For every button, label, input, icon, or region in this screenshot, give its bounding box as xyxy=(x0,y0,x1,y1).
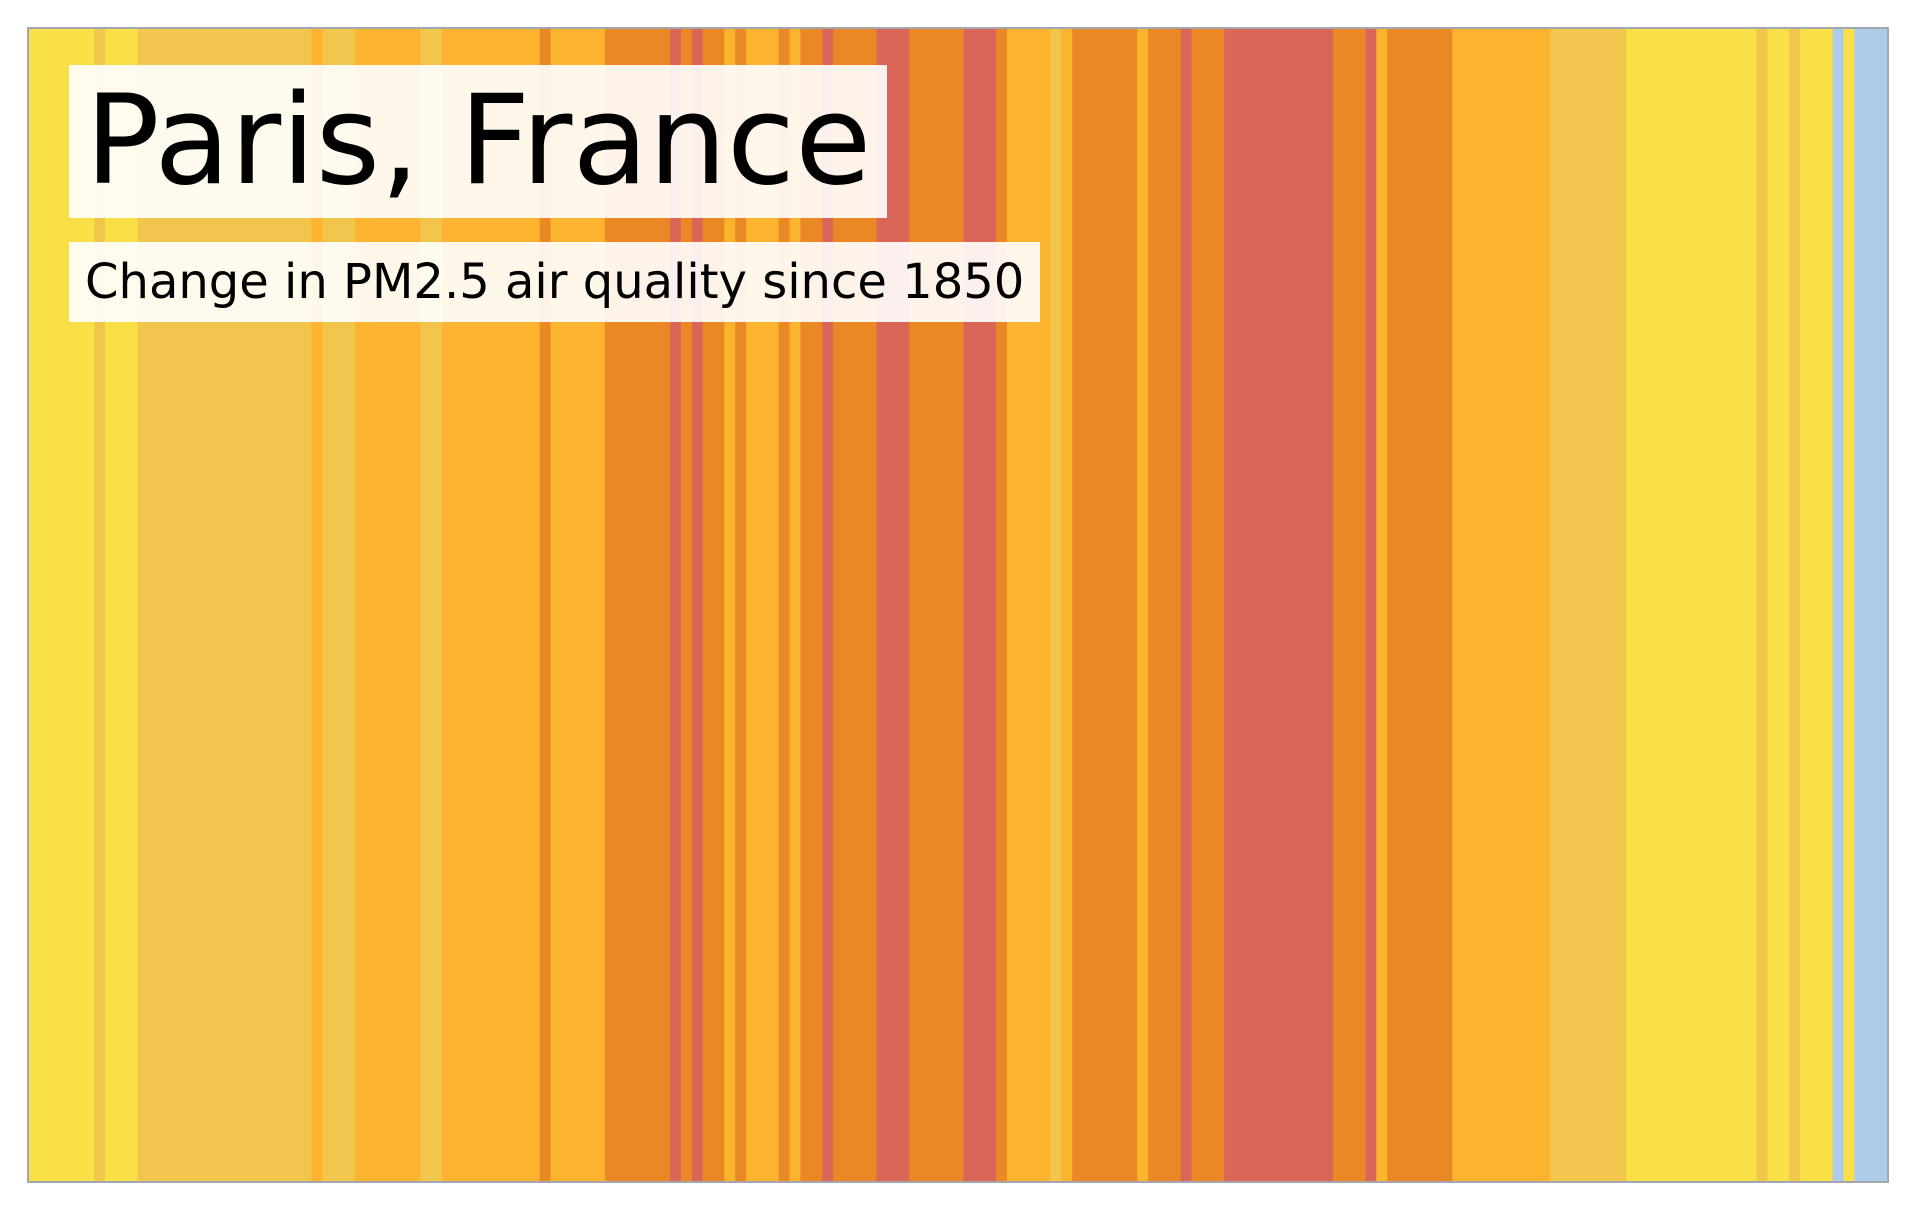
stripe-1914-1915 xyxy=(724,29,736,1181)
warming-stripes-chart: Paris, France Change in PM2.5 air qualit… xyxy=(27,27,1889,1183)
stripe-1920-1921 xyxy=(789,29,802,1181)
stripe-2012-2013 xyxy=(1789,29,1801,1181)
stripe-1945-1946 xyxy=(1061,29,1073,1181)
stripe-1981-1990 xyxy=(1452,29,1551,1181)
stripe-2009-2010 xyxy=(1756,29,1769,1181)
stripe-1916-1919 xyxy=(746,29,780,1181)
stripe-1850-1856 xyxy=(29,29,95,1181)
stripe-1956-1957 xyxy=(1180,29,1193,1181)
stripe-1946-1952 xyxy=(1072,29,1138,1181)
stripe-1880-1886 xyxy=(354,29,421,1181)
stripe-1939-1940 xyxy=(996,29,1008,1181)
stripe-1975-1981 xyxy=(1387,29,1453,1181)
stripe-1888-1897 xyxy=(441,29,541,1181)
stripe-1990-1997 xyxy=(1550,29,1627,1181)
stripe-1931-1936 xyxy=(909,29,965,1181)
stripe-2010-2012 xyxy=(1767,29,1790,1181)
chart-title: Paris, France xyxy=(69,65,888,218)
stripe-2017-2018 xyxy=(1843,29,1856,1181)
stripe-1940-1944 xyxy=(1006,29,1051,1181)
stripe-1997-2009 xyxy=(1626,29,1758,1181)
stripe-1924-1928 xyxy=(833,29,878,1181)
stripe-1876-1877 xyxy=(311,29,323,1181)
stripe-2016-2017 xyxy=(1832,29,1845,1181)
stripe-1857-1860 xyxy=(105,29,139,1181)
stripe-2013-2016 xyxy=(1800,29,1834,1181)
stripe-1898-1903 xyxy=(550,29,606,1181)
stripe-1970-1973 xyxy=(1332,29,1367,1181)
stripe-1856-1857 xyxy=(94,29,106,1181)
stripes-plot xyxy=(29,29,1887,1181)
stripe-1877-1880 xyxy=(322,29,356,1181)
stripe-1960-1970 xyxy=(1224,29,1334,1181)
stripe-1909-1910 xyxy=(670,29,682,1181)
stripe-1944-1945 xyxy=(1050,29,1062,1181)
stripe-1915-1916 xyxy=(735,29,747,1181)
stripe-1910-1911 xyxy=(680,29,693,1181)
stripe-1911-1912 xyxy=(691,29,704,1181)
stripe-1973-1974 xyxy=(1365,29,1377,1181)
stripe-1860-1876 xyxy=(137,29,313,1181)
stripe-1919-1920 xyxy=(778,29,791,1181)
stripe-1928-1931 xyxy=(876,29,910,1181)
stripe-1897-1898 xyxy=(539,29,552,1181)
stripe-1923-1924 xyxy=(822,29,834,1181)
stripe-1936-1939 xyxy=(963,29,997,1181)
stripe-1952-1953 xyxy=(1137,29,1149,1181)
chart-subtitle: Change in PM2.5 air quality since 1850 xyxy=(69,242,1041,322)
stripe-2018-2021 xyxy=(1854,29,1887,1181)
stripe-1957-1960 xyxy=(1191,29,1225,1181)
stripe-1903-1909 xyxy=(604,29,671,1181)
stripe-1974-1975 xyxy=(1376,29,1388,1181)
stripe-1953-1956 xyxy=(1148,29,1182,1181)
